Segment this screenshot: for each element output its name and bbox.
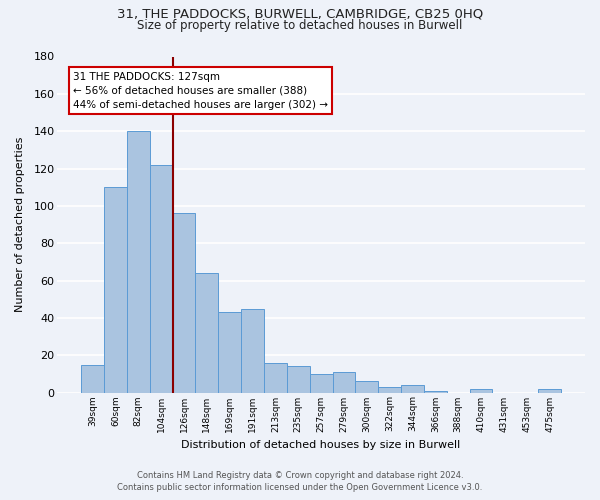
- Bar: [401, 385, 424, 392]
- Bar: [127, 131, 150, 392]
- Bar: [150, 165, 173, 392]
- Bar: [470, 389, 493, 392]
- Bar: [218, 312, 241, 392]
- Bar: [538, 389, 561, 392]
- Text: Size of property relative to detached houses in Burwell: Size of property relative to detached ho…: [137, 18, 463, 32]
- Bar: [264, 362, 287, 392]
- Text: 31 THE PADDOCKS: 127sqm
← 56% of detached houses are smaller (388)
44% of semi-d: 31 THE PADDOCKS: 127sqm ← 56% of detache…: [73, 72, 328, 110]
- Bar: [355, 382, 378, 392]
- Text: Contains HM Land Registry data © Crown copyright and database right 2024.
Contai: Contains HM Land Registry data © Crown c…: [118, 471, 482, 492]
- Bar: [173, 214, 196, 392]
- Bar: [424, 390, 447, 392]
- Bar: [104, 187, 127, 392]
- Y-axis label: Number of detached properties: Number of detached properties: [15, 137, 25, 312]
- Bar: [196, 273, 218, 392]
- Text: 31, THE PADDOCKS, BURWELL, CAMBRIDGE, CB25 0HQ: 31, THE PADDOCKS, BURWELL, CAMBRIDGE, CB…: [117, 8, 483, 20]
- Bar: [310, 374, 332, 392]
- Bar: [241, 308, 264, 392]
- Bar: [332, 372, 355, 392]
- X-axis label: Distribution of detached houses by size in Burwell: Distribution of detached houses by size …: [181, 440, 461, 450]
- Bar: [81, 364, 104, 392]
- Bar: [378, 387, 401, 392]
- Bar: [287, 366, 310, 392]
